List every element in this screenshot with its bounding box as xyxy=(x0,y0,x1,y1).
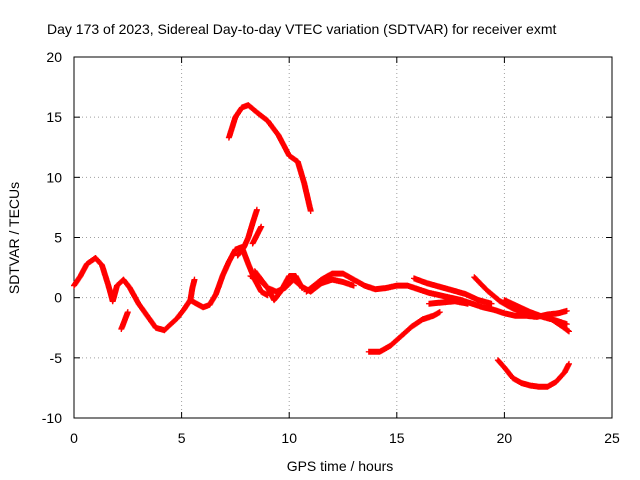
point-markers xyxy=(494,357,572,390)
y-tick-label: 5 xyxy=(54,230,62,246)
y-tick-label: 0 xyxy=(54,290,62,306)
x-tick-label: 5 xyxy=(178,430,186,446)
point-markers xyxy=(365,309,443,355)
y-tick-label: 15 xyxy=(46,109,62,125)
grid-lines xyxy=(74,57,612,418)
series-track-6 xyxy=(225,102,314,214)
point-markers xyxy=(251,268,306,304)
series-track-14 xyxy=(501,297,570,328)
series-track-8 xyxy=(251,268,306,304)
series-track-3 xyxy=(187,276,198,305)
point-markers xyxy=(118,309,131,332)
point-markers xyxy=(234,206,260,259)
x-axis-label: GPS time / hours xyxy=(287,458,394,474)
point-markers xyxy=(411,275,495,307)
y-tick-label: 20 xyxy=(46,49,62,65)
point-markers xyxy=(501,297,570,328)
x-tick-label: 15 xyxy=(389,430,405,446)
series-track-12 xyxy=(426,298,471,307)
series-track-5 xyxy=(249,223,265,247)
series-track-4 xyxy=(234,206,260,259)
y-tick-label: -10 xyxy=(42,410,62,426)
x-tick-label: 10 xyxy=(281,430,297,446)
axis-ticks: 0 5 10 15 20 25 -10 -5 0 5 10 15 20 xyxy=(42,49,620,446)
y-tick-label: 10 xyxy=(46,169,62,185)
point-markers xyxy=(71,244,271,334)
x-tick-label: 20 xyxy=(497,430,513,446)
series-track-1 xyxy=(71,244,271,334)
point-markers xyxy=(225,102,314,214)
data-points xyxy=(71,102,572,390)
series-track-10 xyxy=(365,309,443,355)
series-track-15 xyxy=(494,357,572,390)
point-markers xyxy=(426,298,471,307)
y-axis-label: SDTVAR / TECUs xyxy=(6,182,22,294)
x-tick-label: 0 xyxy=(70,430,78,446)
series-track-2 xyxy=(118,309,131,332)
series-track-11 xyxy=(411,275,495,307)
y-tick-label: -5 xyxy=(50,350,63,366)
chart-title: Day 173 of 2023, Sidereal Day-to-day VTE… xyxy=(47,21,556,37)
point-markers xyxy=(187,276,198,305)
x-tick-label: 25 xyxy=(604,430,620,446)
point-markers xyxy=(249,223,265,247)
